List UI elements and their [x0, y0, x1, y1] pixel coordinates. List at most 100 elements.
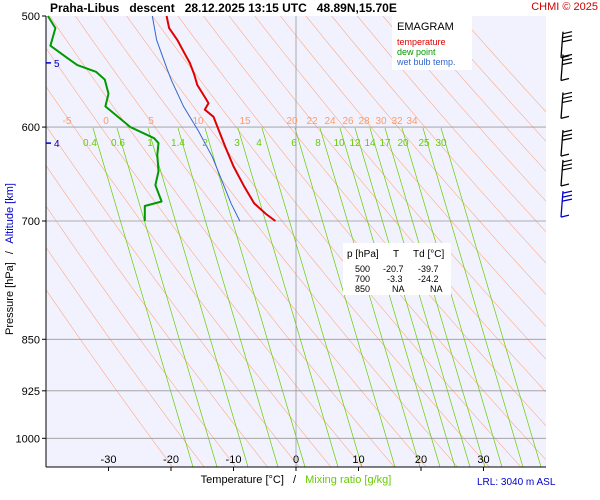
dry-adiabat [126, 16, 490, 467]
dry-adiabat [46, 246, 205, 467]
wind-barb-feather [562, 99, 573, 104]
x-tick-label: -30 [101, 454, 117, 466]
dry-adiabat [280, 16, 546, 328]
x-tick-label: 10 [352, 454, 364, 466]
dry-adiabat-label: 32 [391, 116, 403, 127]
wind-barbs [560, 31, 573, 218]
wind-barb-base [560, 183, 570, 187]
dry-adiabat [75, 16, 427, 467]
dry-adiabat-label: 10 [192, 116, 204, 127]
wind-barb-feather [562, 39, 573, 43]
altitude-label: 4 [54, 139, 60, 150]
wind-barb-feather [562, 133, 573, 137]
wind-barb-staff [560, 92, 564, 119]
xlabel-mixing-ratio: Mixing ratio [g/kg] [305, 474, 391, 486]
table-header-t: T [393, 249, 399, 260]
table-cell: 850 [355, 284, 370, 294]
y-tick-label: 925 [22, 386, 40, 398]
dry-adiabat [254, 16, 546, 360]
mixing-ratio-line [319, 127, 421, 467]
y-axis-title: Pressure [hPa] / Altitude [km] [4, 183, 16, 335]
dry-adiabat-label: 28 [358, 116, 370, 127]
wind-barb-staff [560, 191, 564, 218]
wind-barb-staff [560, 54, 564, 81]
svg-text:Temperature [°C] /: Temperature [°C] / Mixing ratio [g/kg] [201, 474, 392, 486]
wind-barb-base [560, 77, 570, 82]
dry-adiabat [459, 16, 546, 113]
wind-barb-feather [562, 167, 573, 171]
mixing-ratio-lines [92, 127, 542, 467]
dry-adiabat [408, 16, 546, 172]
wind-barb-feather [562, 159, 573, 163]
x-tick-label: 30 [477, 454, 489, 466]
dry-adiabat [46, 164, 268, 467]
mixing-ratio-label: 0.4 [83, 138, 97, 149]
mixing-ratio-line [339, 127, 441, 467]
wind-barb-feather [562, 190, 573, 194]
wind-barb-feather [562, 31, 573, 35]
wind-barb-feather [562, 198, 573, 202]
wind-barb [560, 53, 573, 82]
dry-adiabat [46, 86, 332, 467]
mixing-ratio-label: 30 [435, 138, 447, 149]
mixing-ratio-label: 1 [147, 138, 153, 149]
table-cell: 500 [355, 264, 370, 274]
copyright: CHMI © 2025 [531, 1, 598, 13]
wind-barb-base [560, 153, 570, 157]
profile-series [47, 15, 276, 222]
xlabel-temperature: Temperature [°C] [201, 474, 284, 486]
y-tick-label: 500 [22, 11, 40, 23]
mixing-ratio-label: 8 [315, 138, 321, 149]
x-axis-title: Temperature [°C] / Mixing ratio [g/kg] [201, 474, 392, 486]
dry-adiabat [433, 16, 546, 142]
dry-adiabat-label: 24 [324, 116, 336, 127]
x-tick-label: 0 [293, 454, 299, 466]
wind-barb [560, 159, 573, 187]
dry-adiabat [46, 289, 173, 467]
mixing-ratio-line [384, 127, 486, 467]
y-tick-label: 600 [22, 122, 40, 134]
wind-barb-feather [562, 137, 573, 141]
table-cell: NA [392, 284, 405, 294]
table-cell: -20.7 [383, 264, 404, 274]
dry-adiabat [100, 16, 459, 467]
table-cell: 700 [355, 274, 370, 284]
dry-adiabat-label: 20 [286, 116, 298, 127]
wind-barb-feather [562, 61, 573, 66]
dry-adiabat-label: 30 [375, 116, 387, 127]
dry-adiabat [46, 205, 237, 467]
wind-barb [560, 91, 573, 120]
y-tick-label: 700 [22, 216, 40, 228]
legend-title: EMAGRAM [397, 21, 454, 33]
mixing-ratio-line [204, 127, 306, 467]
altitude-label: 5 [54, 59, 60, 70]
gridlines [46, 16, 546, 467]
mixing-ratio-line [440, 127, 542, 467]
mixing-ratio-line [369, 127, 471, 467]
station-info: LRL: 3040 m ASL [477, 477, 556, 488]
legend-box: EMAGRAM temperature dew point wet bulb t… [392, 16, 472, 70]
wind-barb-staff [560, 159, 564, 187]
mixing-ratio-label: 2 [202, 138, 208, 149]
wind-barb [560, 31, 573, 59]
wind-barb [560, 129, 573, 157]
ylabel-pressure: Pressure [hPa] [4, 262, 16, 335]
mixing-ratio-line [116, 127, 218, 467]
dry-adiabat [382, 16, 546, 202]
xlabel-separator: / [293, 474, 297, 486]
mixing-ratio-line [237, 127, 339, 467]
legend-temperature: temperature [397, 37, 446, 47]
dry-adiabat [49, 16, 395, 467]
wind-barb-feather [562, 95, 573, 100]
mixing-ratio-line [422, 127, 524, 467]
table-cell: NA [430, 284, 443, 294]
mixing-ratio-line [401, 127, 503, 467]
dry-adiabat [46, 47, 363, 467]
table-header-p: p [hPa] [347, 249, 379, 260]
mixing-ratio-label: 4 [256, 138, 262, 149]
mixing-ratio-label: 17 [379, 138, 391, 149]
wind-barb-staff [560, 31, 564, 58]
table-cell: -39.7 [418, 264, 439, 274]
mixing-ratio-line [177, 127, 279, 467]
x-tick-label: -20 [163, 454, 179, 466]
